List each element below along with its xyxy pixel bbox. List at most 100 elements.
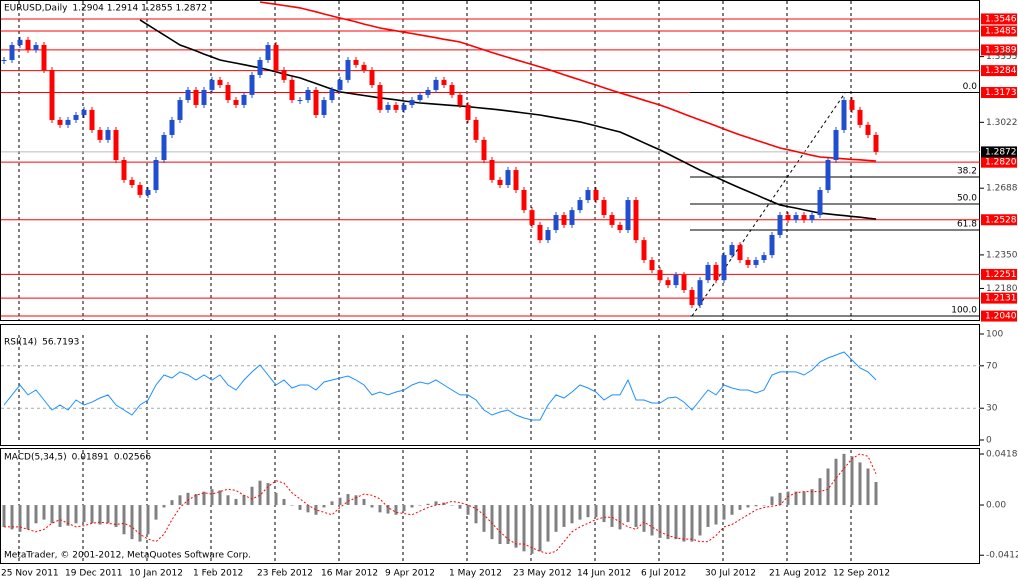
level-label: 1.3485 [985,26,1017,36]
histogram-bar [850,456,854,506]
histogram-bar [842,453,846,506]
candle [281,70,287,80]
candle [449,85,455,95]
fib-label: 0.0 [963,82,978,92]
histogram-bar [2,505,6,527]
histogram-bar [706,505,710,527]
candle [305,89,311,101]
rsi-line [3,351,877,421]
histogram-bar [282,498,286,506]
histogram-bar [434,501,438,506]
histogram-bar [530,505,534,554]
histogram-bar [538,505,542,552]
histogram-bar [642,505,646,532]
level-label: 1.3284 [985,66,1017,76]
histogram-bar [610,505,614,527]
level-label: 1.2131 [985,294,1017,304]
histogram-bar [586,505,590,518]
candle [585,189,591,201]
histogram-bar [114,505,118,527]
histogram-bar [18,505,22,532]
histogram-bar [394,505,398,515]
candle [89,109,95,131]
panel-title: EURUSD,Daily [4,4,68,14]
histogram-bar [210,489,214,506]
histogram-bar [778,492,782,506]
panel-title: RSI(14) [4,338,37,348]
candle [337,79,343,90]
candle [641,240,647,261]
y-tick-label: 1.3022 [986,118,1018,128]
panel-subtitle: 1.2904 1.2914 1.2855 1.2872 [72,4,207,14]
histogram-bar [402,505,406,512]
current-price-box [981,146,1017,158]
level-box [981,65,1017,77]
histogram-bar [690,505,694,542]
candle [17,39,23,45]
histogram-bar [138,505,142,542]
candle [705,264,711,281]
y-tick-label: 100 [986,330,1003,340]
histogram-bar [146,505,150,535]
histogram-bar [362,498,366,506]
y-tick-label: 1.3355 [986,52,1018,62]
histogram-bar [378,505,382,513]
histogram-bar [714,505,718,525]
candle [633,200,639,241]
histogram-bar [570,505,574,524]
candle [225,85,231,101]
candle [97,130,103,140]
histogram-bar [810,489,814,506]
histogram-bar [834,458,838,506]
candle [201,89,207,105]
candle [153,160,159,190]
x-tick-label: 9 Apr 2012 [385,569,435,579]
histogram-bar [218,490,222,506]
signal-line [4,453,877,555]
histogram-bar [154,505,158,520]
panel-title: MACD(5,34,5) [4,453,67,463]
candle [169,119,175,135]
candle [433,79,439,90]
histogram-bar [738,505,742,510]
fib-label: 50.0 [957,193,977,203]
fib-label: 100.0 [951,306,977,316]
histogram-bar [98,505,102,525]
histogram-bar [82,505,86,523]
x-tick-label: 12 Sep 2012 [833,569,890,579]
histogram-bar [770,496,774,506]
candle [185,89,191,101]
histogram-bar [826,468,830,506]
level-box [981,25,1017,37]
moving-average [259,1,877,162]
candle [801,215,807,220]
candle [297,100,303,102]
candle [441,79,447,86]
histogram-bar [322,505,326,508]
histogram-bar [874,481,878,506]
moving-average [139,19,877,220]
price-panel [0,0,980,321]
x-tick-label: 21 Aug 2012 [769,569,827,579]
histogram-bar [498,505,502,544]
histogram-bar [338,497,342,506]
candle [129,179,135,186]
histogram-bar [786,491,790,506]
candle [145,189,151,195]
histogram-bar [650,505,654,536]
histogram-bar [682,505,686,542]
histogram-bar [546,505,550,542]
histogram-bar [346,494,350,506]
candle [113,130,119,160]
candle [313,89,319,116]
candle [41,44,47,71]
level-label: 1.2820 [985,158,1017,168]
histogram-bar [482,505,486,532]
histogram-bar [506,505,510,544]
candle [25,39,31,50]
candle [49,70,55,120]
histogram-bar [658,505,662,538]
x-tick-label: 25 Nov 2011 [1,569,59,579]
candle [577,200,583,211]
